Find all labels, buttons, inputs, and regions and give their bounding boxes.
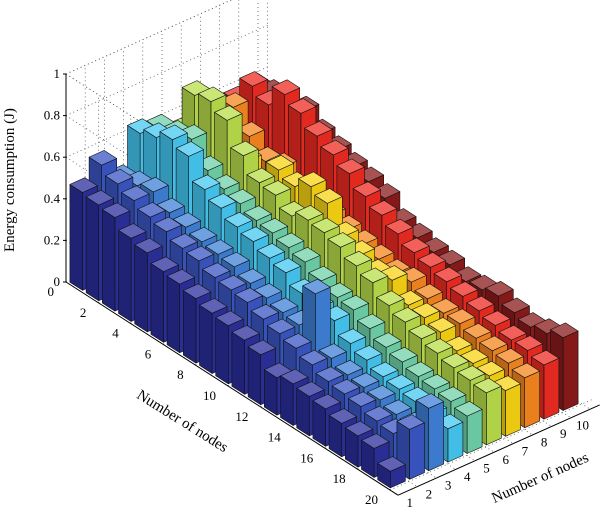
wall-edge-top-back [65,0,233,75]
bar-row20-col2 [396,414,425,480]
row-tick-label: 2 [80,305,87,320]
row-tick-label: 16 [300,450,314,465]
column-axis-line [397,404,600,496]
floorline-row-20 [389,399,592,491]
row-tick-label: 8 [177,367,184,382]
row-tick-label: 12 [235,409,248,424]
column-tick-label: 4 [464,469,471,484]
z-tick-label: 0.4 [44,191,61,206]
column-tick-label: 5 [483,461,490,476]
axes [65,74,600,496]
row-tick-label: 14 [268,430,282,445]
bar-row20-col1 [377,456,406,489]
column-tick-label: 10 [576,418,589,433]
gridline-back-5 [65,0,233,75]
z-tick-label: 1 [54,66,61,81]
row-tick-label: 6 [145,346,152,361]
column-tick-label: 9 [560,426,567,441]
column-tick-label: 2 [426,486,433,501]
column-tick-label: 3 [445,478,452,493]
z-axis-title: Energy consumption (J) [2,108,18,252]
column-tick-label: 8 [541,435,548,450]
z-tick-label: 0.2 [44,232,60,247]
z-tick-label: 0.8 [44,108,60,123]
row-tick-label: 18 [333,471,346,486]
row-axis-title: Number of nodes [134,387,231,456]
column-tick-label: 7 [522,443,529,458]
z-tick-label: 0.6 [44,149,61,164]
column-tick-label: 1 [406,495,413,510]
column-tick-label: 6 [502,452,509,467]
gridline-back-4 [65,24,268,116]
gridline-back-3 [65,66,268,158]
z-tick-label: 0 [54,274,61,289]
bars [69,71,579,489]
row-tick-label: 0 [48,284,55,299]
row-tick-label: 4 [112,326,119,341]
bar-row20-col8 [511,362,541,429]
row-tick-label: 10 [203,388,216,403]
row-tick-label: 20 [365,492,378,507]
row-axis-line [65,281,399,496]
